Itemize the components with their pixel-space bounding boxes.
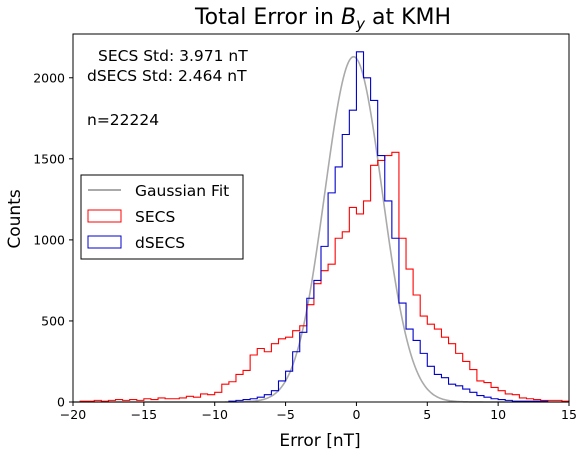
y-axis-label: Counts (5, 189, 25, 248)
chart-title: Total Error in By at KMH (194, 5, 451, 33)
x-tick-label: 5 (423, 407, 431, 422)
legend: Gaussian Fit SECS dSECS (80, 174, 244, 260)
legend-dsecs-swatch (87, 235, 122, 249)
y-tick-label: 0 (57, 395, 65, 410)
x-tick-label: −15 (131, 407, 157, 422)
secs-std-annotation: SECS Std: 3.971 nT (98, 47, 248, 65)
legend-gaussian-label: Gaussian Fit (135, 182, 229, 200)
x-tick-label: −5 (276, 407, 294, 422)
y-tick-label: 2000 (33, 70, 65, 85)
y-tick-label: 500 (41, 313, 65, 328)
legend-dsecs-label: dSECS (135, 234, 185, 252)
x-tick-label: 15 (561, 407, 577, 422)
x-tick-label: 0 (352, 407, 360, 422)
y-tick-label: 1000 (33, 232, 65, 247)
plot-frame (72, 33, 570, 403)
plot-area (69, 33, 570, 406)
y-tick-label: 1500 (33, 151, 65, 166)
x-tick-label: 10 (490, 407, 506, 422)
dsecs-std-annotation: dSECS Std: 2.464 nT (87, 67, 247, 85)
sample-count-annotation: n=22224 (87, 111, 159, 129)
x-tick-label: −10 (202, 407, 228, 422)
legend-secs-label: SECS (135, 208, 175, 226)
x-tick-label: −20 (60, 407, 86, 422)
x-axis-label: Error [nT] (279, 431, 360, 451)
legend-secs-swatch (87, 209, 122, 223)
